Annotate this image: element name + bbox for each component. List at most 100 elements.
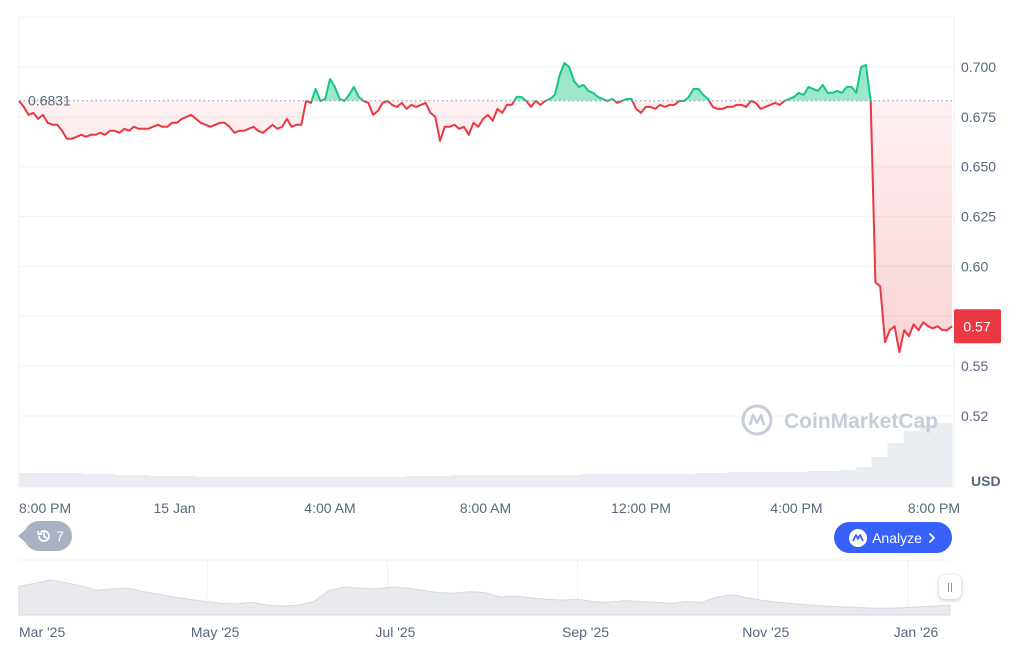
- volume-bar: [388, 477, 406, 487]
- volume-bar: [453, 475, 470, 487]
- volume-bar: [710, 473, 728, 487]
- history-button[interactable]: 7: [18, 521, 72, 551]
- navigator-tick-label: Nov '25: [742, 624, 789, 640]
- x-tick-label: 8:00 AM: [460, 500, 511, 516]
- coinmarketcap-logo-icon: [741, 404, 773, 436]
- volume-bar: [839, 470, 856, 487]
- volume-bar: [823, 471, 840, 487]
- volume-bar: [244, 477, 261, 487]
- volume-bar: [324, 477, 342, 487]
- watermark-text: CoinMarketCap: [784, 410, 938, 433]
- volume-bar: [356, 477, 374, 487]
- volume-bar: [935, 423, 953, 487]
- watermark: CoinMarketCap: [741, 404, 938, 436]
- volume-bar: [115, 475, 132, 487]
- navigator[interactable]: Mar '25 May '25 Jul '25 Sep '25 Nov '25 Jan '…: [18, 559, 951, 640]
- volume-bar: [662, 474, 679, 487]
- x-tick-label: 4:00 AM: [304, 500, 355, 516]
- y-tick-label: 0.60: [961, 258, 988, 274]
- volume-bar: [775, 472, 792, 487]
- volume-bar: [469, 475, 486, 487]
- y-tick-label: 0.675: [961, 109, 996, 125]
- volume-bar: [582, 474, 599, 487]
- analyze-button[interactable]: Analyze: [834, 522, 952, 553]
- x-tick-label: 4:00 PM: [770, 500, 822, 516]
- volume-bar: [212, 477, 229, 487]
- price-area: [19, 63, 952, 353]
- volume-bar: [372, 477, 390, 487]
- volume-bar: [549, 475, 567, 487]
- volume-bar: [501, 475, 518, 487]
- navigator-scroll-handle[interactable]: [939, 575, 961, 599]
- volume-bar: [630, 474, 647, 487]
- x-tick-label: 15 Jan: [154, 500, 196, 516]
- volume-bar: [292, 477, 309, 487]
- volume-bar: [646, 474, 663, 487]
- navigator-tick-label: Sep '25: [562, 624, 609, 640]
- y-axis: 0.700 0.675 0.650 0.625 0.60 0.55 0.52: [961, 59, 996, 424]
- volume-bar: [405, 476, 422, 487]
- current-price-value: 0.57: [963, 318, 990, 334]
- price-line-down: [18, 100, 953, 354]
- y-tick-label: 0.650: [961, 159, 996, 175]
- volume-bar: [919, 425, 937, 487]
- volume-bar: [726, 472, 744, 487]
- volume-bars: [19, 423, 953, 487]
- chevron-right-icon: [929, 532, 935, 543]
- y-tick-label: 0.700: [961, 59, 996, 75]
- y-axis-unit: USD: [971, 473, 1001, 489]
- volume-bar: [742, 472, 760, 487]
- volume-bar: [228, 477, 245, 487]
- navigator-area: [18, 579, 951, 616]
- volume-bar: [903, 431, 921, 487]
- volume-bar: [35, 473, 52, 487]
- volume-bar: [51, 473, 68, 487]
- x-tick-label: 8:00 PM: [908, 500, 960, 516]
- navigator-tick-label: Jul '25: [375, 624, 415, 640]
- navigator-tick-label: Jan '26: [894, 624, 939, 640]
- history-count: 7: [56, 528, 64, 544]
- volume-bar: [871, 457, 888, 487]
- x-tick-label: 12:00 PM: [611, 500, 671, 516]
- volume-bar: [437, 476, 454, 487]
- y-tick-label: 0.52: [961, 408, 988, 424]
- navigator-tick-label: Mar '25: [19, 624, 65, 640]
- volume-bar: [758, 472, 776, 487]
- volume-bar: [276, 477, 293, 487]
- reference-price-label: 0.6831: [28, 93, 71, 109]
- volume-bar: [807, 471, 824, 487]
- volume-bar: [565, 475, 583, 487]
- volume-bar: [131, 475, 148, 487]
- volume-bar: [340, 477, 358, 487]
- volume-bar: [195, 477, 213, 487]
- volume-bar: [179, 476, 197, 487]
- y-tick-label: 0.55: [961, 358, 988, 374]
- volume-bar: [791, 472, 808, 487]
- volume-bar: [421, 476, 438, 487]
- volume-bar: [598, 474, 615, 487]
- volume-bar: [485, 475, 502, 487]
- price-line: [18, 62, 953, 354]
- y-tick-label: 0.625: [961, 209, 996, 225]
- volume-bar: [99, 474, 116, 487]
- price-line-up: [19, 62, 872, 101]
- volume-bar: [855, 467, 872, 487]
- volume-bar: [67, 473, 84, 487]
- volume-bar: [19, 473, 36, 487]
- volume-bar: [533, 475, 551, 487]
- x-tick-label: 8:00 PM: [19, 500, 71, 516]
- volume-bar: [308, 477, 325, 487]
- volume-bar: [163, 476, 181, 487]
- volume-bar: [260, 477, 277, 487]
- volume-bar: [678, 474, 695, 487]
- current-price-tag: 0.57: [954, 309, 1001, 344]
- navigator-tick-label: May '25: [191, 624, 240, 640]
- volume-bar: [83, 474, 100, 487]
- volume-bar: [614, 474, 631, 487]
- volume-bar: [147, 476, 165, 487]
- analyze-icon: [849, 528, 868, 547]
- volume-bar: [517, 475, 535, 487]
- volume-bar: [887, 443, 905, 487]
- analyze-label: Analyze: [872, 529, 922, 546]
